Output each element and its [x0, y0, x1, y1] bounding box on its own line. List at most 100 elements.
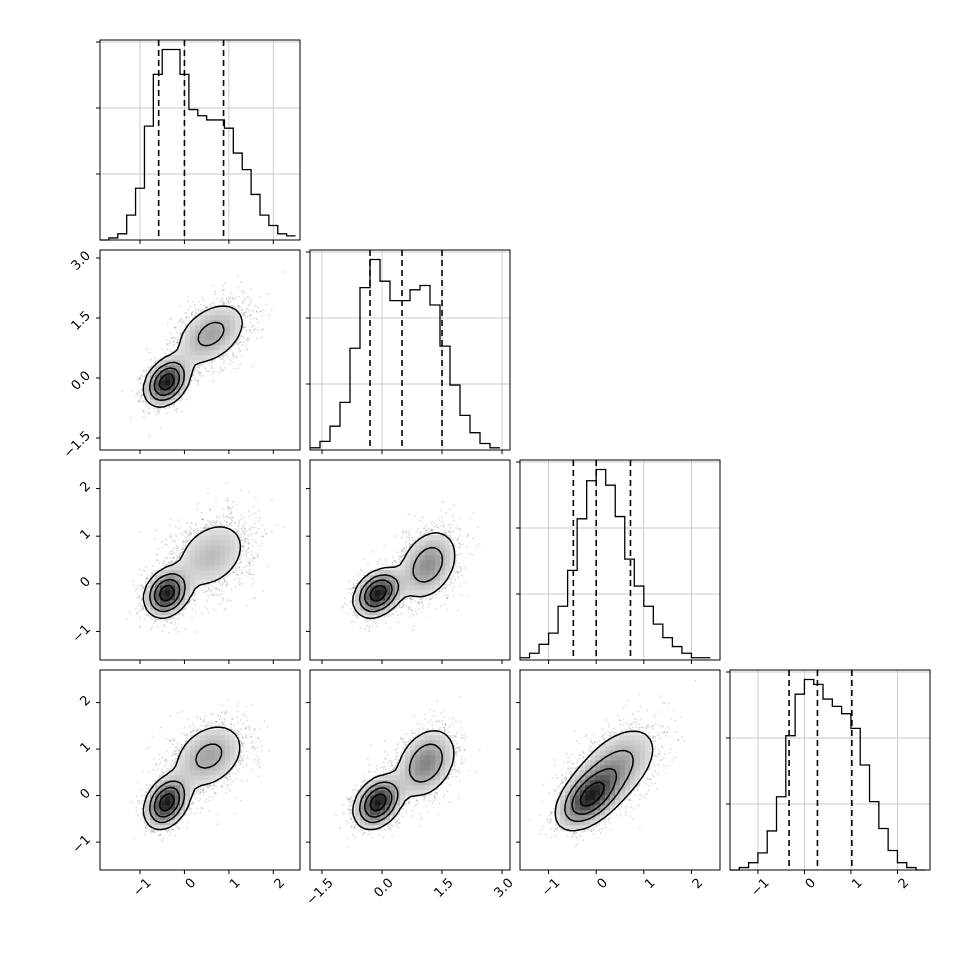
- histogram-panel-1: [306, 250, 510, 454]
- scatter-point: [260, 311, 262, 313]
- scatter-point: [248, 516, 250, 518]
- scatter-point: [176, 341, 178, 343]
- density-cell: [235, 325, 240, 330]
- scatter-point: [247, 296, 249, 298]
- scatter-point: [161, 546, 163, 548]
- scatter-point: [230, 600, 232, 602]
- scatter-point: [131, 390, 133, 392]
- scatter-point: [244, 326, 246, 328]
- scatter-point: [254, 327, 256, 329]
- scatter-point: [140, 609, 142, 611]
- scatter-point: [223, 301, 225, 303]
- scatter-point: [254, 329, 256, 331]
- scatter-point: [177, 337, 179, 339]
- scatter-point: [149, 352, 151, 354]
- density-cell: [225, 320, 230, 325]
- scatter-point: [151, 573, 153, 575]
- scatter-point: [216, 298, 218, 300]
- scatter-point: [173, 552, 175, 554]
- scatter-point: [223, 289, 225, 291]
- scatter-point: [231, 361, 233, 363]
- scatter-point: [141, 599, 143, 601]
- scatter-point: [243, 567, 245, 569]
- scatter-point: [232, 571, 234, 573]
- scatter-point: [227, 583, 229, 585]
- scatter-point: [227, 355, 229, 357]
- scatter-point: [241, 518, 243, 520]
- panel-content: [100, 250, 300, 450]
- scatter-point: [214, 294, 216, 296]
- scatter-point: [254, 597, 256, 599]
- scatter-point: [194, 603, 196, 605]
- scatter-point: [221, 299, 223, 301]
- density-cell: [190, 345, 195, 350]
- scatter-point: [137, 379, 139, 381]
- scatter-point: [224, 367, 226, 369]
- scatter-point: [138, 602, 140, 604]
- scatter-point: [193, 371, 195, 373]
- scatter-point: [216, 515, 218, 517]
- density-cell: [210, 325, 215, 330]
- scatter-point: [167, 322, 169, 324]
- scatter-point: [246, 349, 248, 351]
- scatter-point: [246, 307, 248, 309]
- scatter-point: [267, 566, 269, 568]
- scatter-point: [158, 412, 160, 414]
- scatter-point: [238, 348, 240, 350]
- scatter-point: [175, 526, 177, 528]
- scatter-point: [203, 592, 205, 594]
- scatter-point: [219, 584, 221, 586]
- scatter-point: [195, 309, 197, 311]
- scatter-point: [243, 517, 245, 519]
- scatter-point: [253, 318, 255, 320]
- scatter-point: [235, 569, 237, 571]
- scatter-point: [219, 603, 221, 605]
- scatter-point: [248, 309, 250, 311]
- scatter-point: [182, 614, 184, 616]
- scatter-point: [151, 618, 153, 620]
- scatter-point: [140, 378, 142, 380]
- scatter-point: [240, 335, 242, 337]
- scatter-point: [159, 408, 161, 410]
- scatter-point: [198, 371, 200, 373]
- density-cell: [215, 330, 220, 335]
- scatter-point: [226, 581, 228, 583]
- scatter-point: [238, 522, 240, 524]
- scatter-point: [193, 374, 195, 376]
- scatter-point: [243, 313, 245, 315]
- scatter-point: [223, 293, 225, 295]
- scatter-point: [196, 371, 198, 373]
- density-cell: [225, 330, 230, 335]
- scatter-point: [243, 338, 245, 340]
- scatter-point: [255, 542, 257, 544]
- scatter-point: [211, 303, 213, 305]
- scatter-point: [237, 343, 239, 345]
- scatter-point: [169, 340, 171, 342]
- scatter-point: [218, 588, 220, 590]
- scatter-point: [176, 545, 178, 547]
- scatter-point: [170, 622, 172, 624]
- density-cell: [210, 350, 215, 355]
- scatter-point: [150, 617, 152, 619]
- scatter-point: [225, 303, 227, 305]
- scatter-point: [208, 370, 210, 372]
- scatter-point: [259, 297, 261, 299]
- scatter-point: [219, 366, 221, 368]
- density-cell: [210, 345, 215, 350]
- scatter-point: [252, 560, 254, 562]
- scatter-point: [206, 608, 208, 610]
- scatter-point: [197, 366, 199, 368]
- scatter-point: [233, 353, 235, 355]
- scatter-point: [166, 413, 168, 415]
- joint-panel-0-2: [96, 460, 300, 664]
- scatter-point: [140, 604, 142, 606]
- scatter-point: [241, 312, 243, 314]
- scatter-point: [235, 504, 237, 506]
- scatter-point: [239, 306, 241, 308]
- density-cell: [190, 335, 195, 340]
- scatter-point: [243, 291, 245, 293]
- scatter-point: [241, 354, 243, 356]
- scatter-point: [204, 367, 206, 369]
- density-cell: [185, 370, 190, 375]
- scatter-point: [228, 509, 230, 511]
